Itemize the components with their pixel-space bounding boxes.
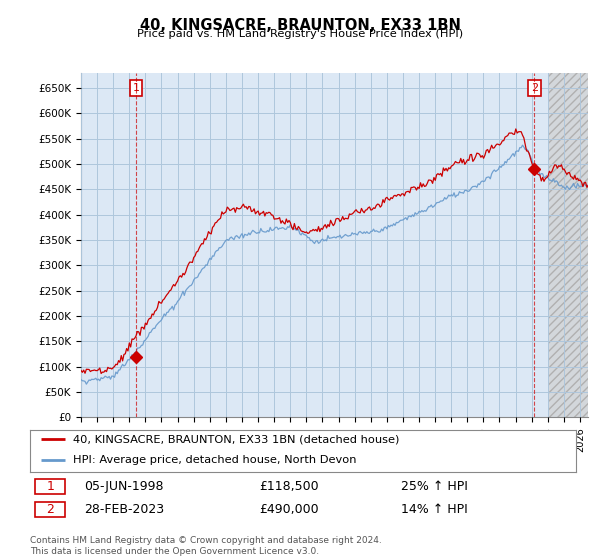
Text: 1: 1	[133, 83, 140, 93]
Text: 2: 2	[47, 503, 55, 516]
FancyBboxPatch shape	[35, 502, 65, 517]
FancyBboxPatch shape	[35, 479, 65, 494]
Text: 1: 1	[47, 480, 55, 493]
Text: Price paid vs. HM Land Registry's House Price Index (HPI): Price paid vs. HM Land Registry's House …	[137, 29, 463, 39]
Text: £490,000: £490,000	[259, 503, 319, 516]
Text: Contains HM Land Registry data © Crown copyright and database right 2024.
This d: Contains HM Land Registry data © Crown c…	[30, 536, 382, 556]
Text: 40, KINGSACRE, BRAUNTON, EX33 1BN (detached house): 40, KINGSACRE, BRAUNTON, EX33 1BN (detac…	[73, 434, 399, 444]
Text: 40, KINGSACRE, BRAUNTON, EX33 1BN: 40, KINGSACRE, BRAUNTON, EX33 1BN	[140, 18, 460, 33]
Text: HPI: Average price, detached house, North Devon: HPI: Average price, detached house, Nort…	[73, 455, 356, 465]
Text: 2: 2	[531, 83, 538, 93]
Text: 25% ↑ HPI: 25% ↑ HPI	[401, 480, 468, 493]
Text: 28-FEB-2023: 28-FEB-2023	[85, 503, 165, 516]
Text: 05-JUN-1998: 05-JUN-1998	[85, 480, 164, 493]
Text: £118,500: £118,500	[259, 480, 319, 493]
Text: 14% ↑ HPI: 14% ↑ HPI	[401, 503, 468, 516]
